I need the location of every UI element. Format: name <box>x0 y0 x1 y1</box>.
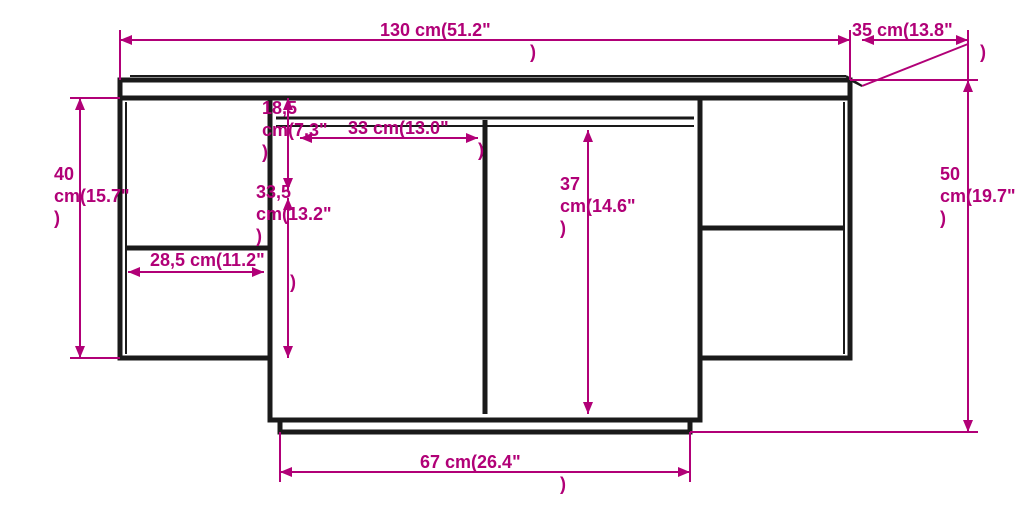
svg-text:33 cm(13.0": 33 cm(13.0" <box>348 118 449 138</box>
svg-text:50: 50 <box>940 164 960 184</box>
svg-text:cm(14.6": cm(14.6" <box>560 196 636 216</box>
svg-text:): ) <box>530 42 536 62</box>
svg-text:37: 37 <box>560 174 580 194</box>
svg-text:cm(19.7": cm(19.7" <box>940 186 1016 206</box>
svg-text:): ) <box>290 272 296 292</box>
svg-text:cm(13.2": cm(13.2" <box>256 204 332 224</box>
svg-text:): ) <box>560 474 566 494</box>
svg-text:33,5: 33,5 <box>256 182 291 202</box>
svg-text:): ) <box>940 208 946 228</box>
svg-text:): ) <box>980 42 986 62</box>
svg-text:35 cm(13.8": 35 cm(13.8" <box>852 20 953 40</box>
svg-text:): ) <box>478 140 484 160</box>
svg-text:67 cm(26.4": 67 cm(26.4" <box>420 452 521 472</box>
furniture-dimension-diagram: 130 cm(51.2")35 cm(13.8")40cm(15.7")50cm… <box>0 0 1020 510</box>
svg-text:130 cm(51.2": 130 cm(51.2" <box>380 20 491 40</box>
svg-text:): ) <box>256 226 262 246</box>
svg-text:): ) <box>54 208 60 228</box>
svg-text:cm(15.7": cm(15.7" <box>54 186 130 206</box>
svg-text:18,5: 18,5 <box>262 98 297 118</box>
svg-text:40: 40 <box>54 164 74 184</box>
svg-text:): ) <box>560 218 566 238</box>
svg-text:28,5 cm(11.2": 28,5 cm(11.2" <box>150 250 265 270</box>
svg-text:): ) <box>262 142 268 162</box>
